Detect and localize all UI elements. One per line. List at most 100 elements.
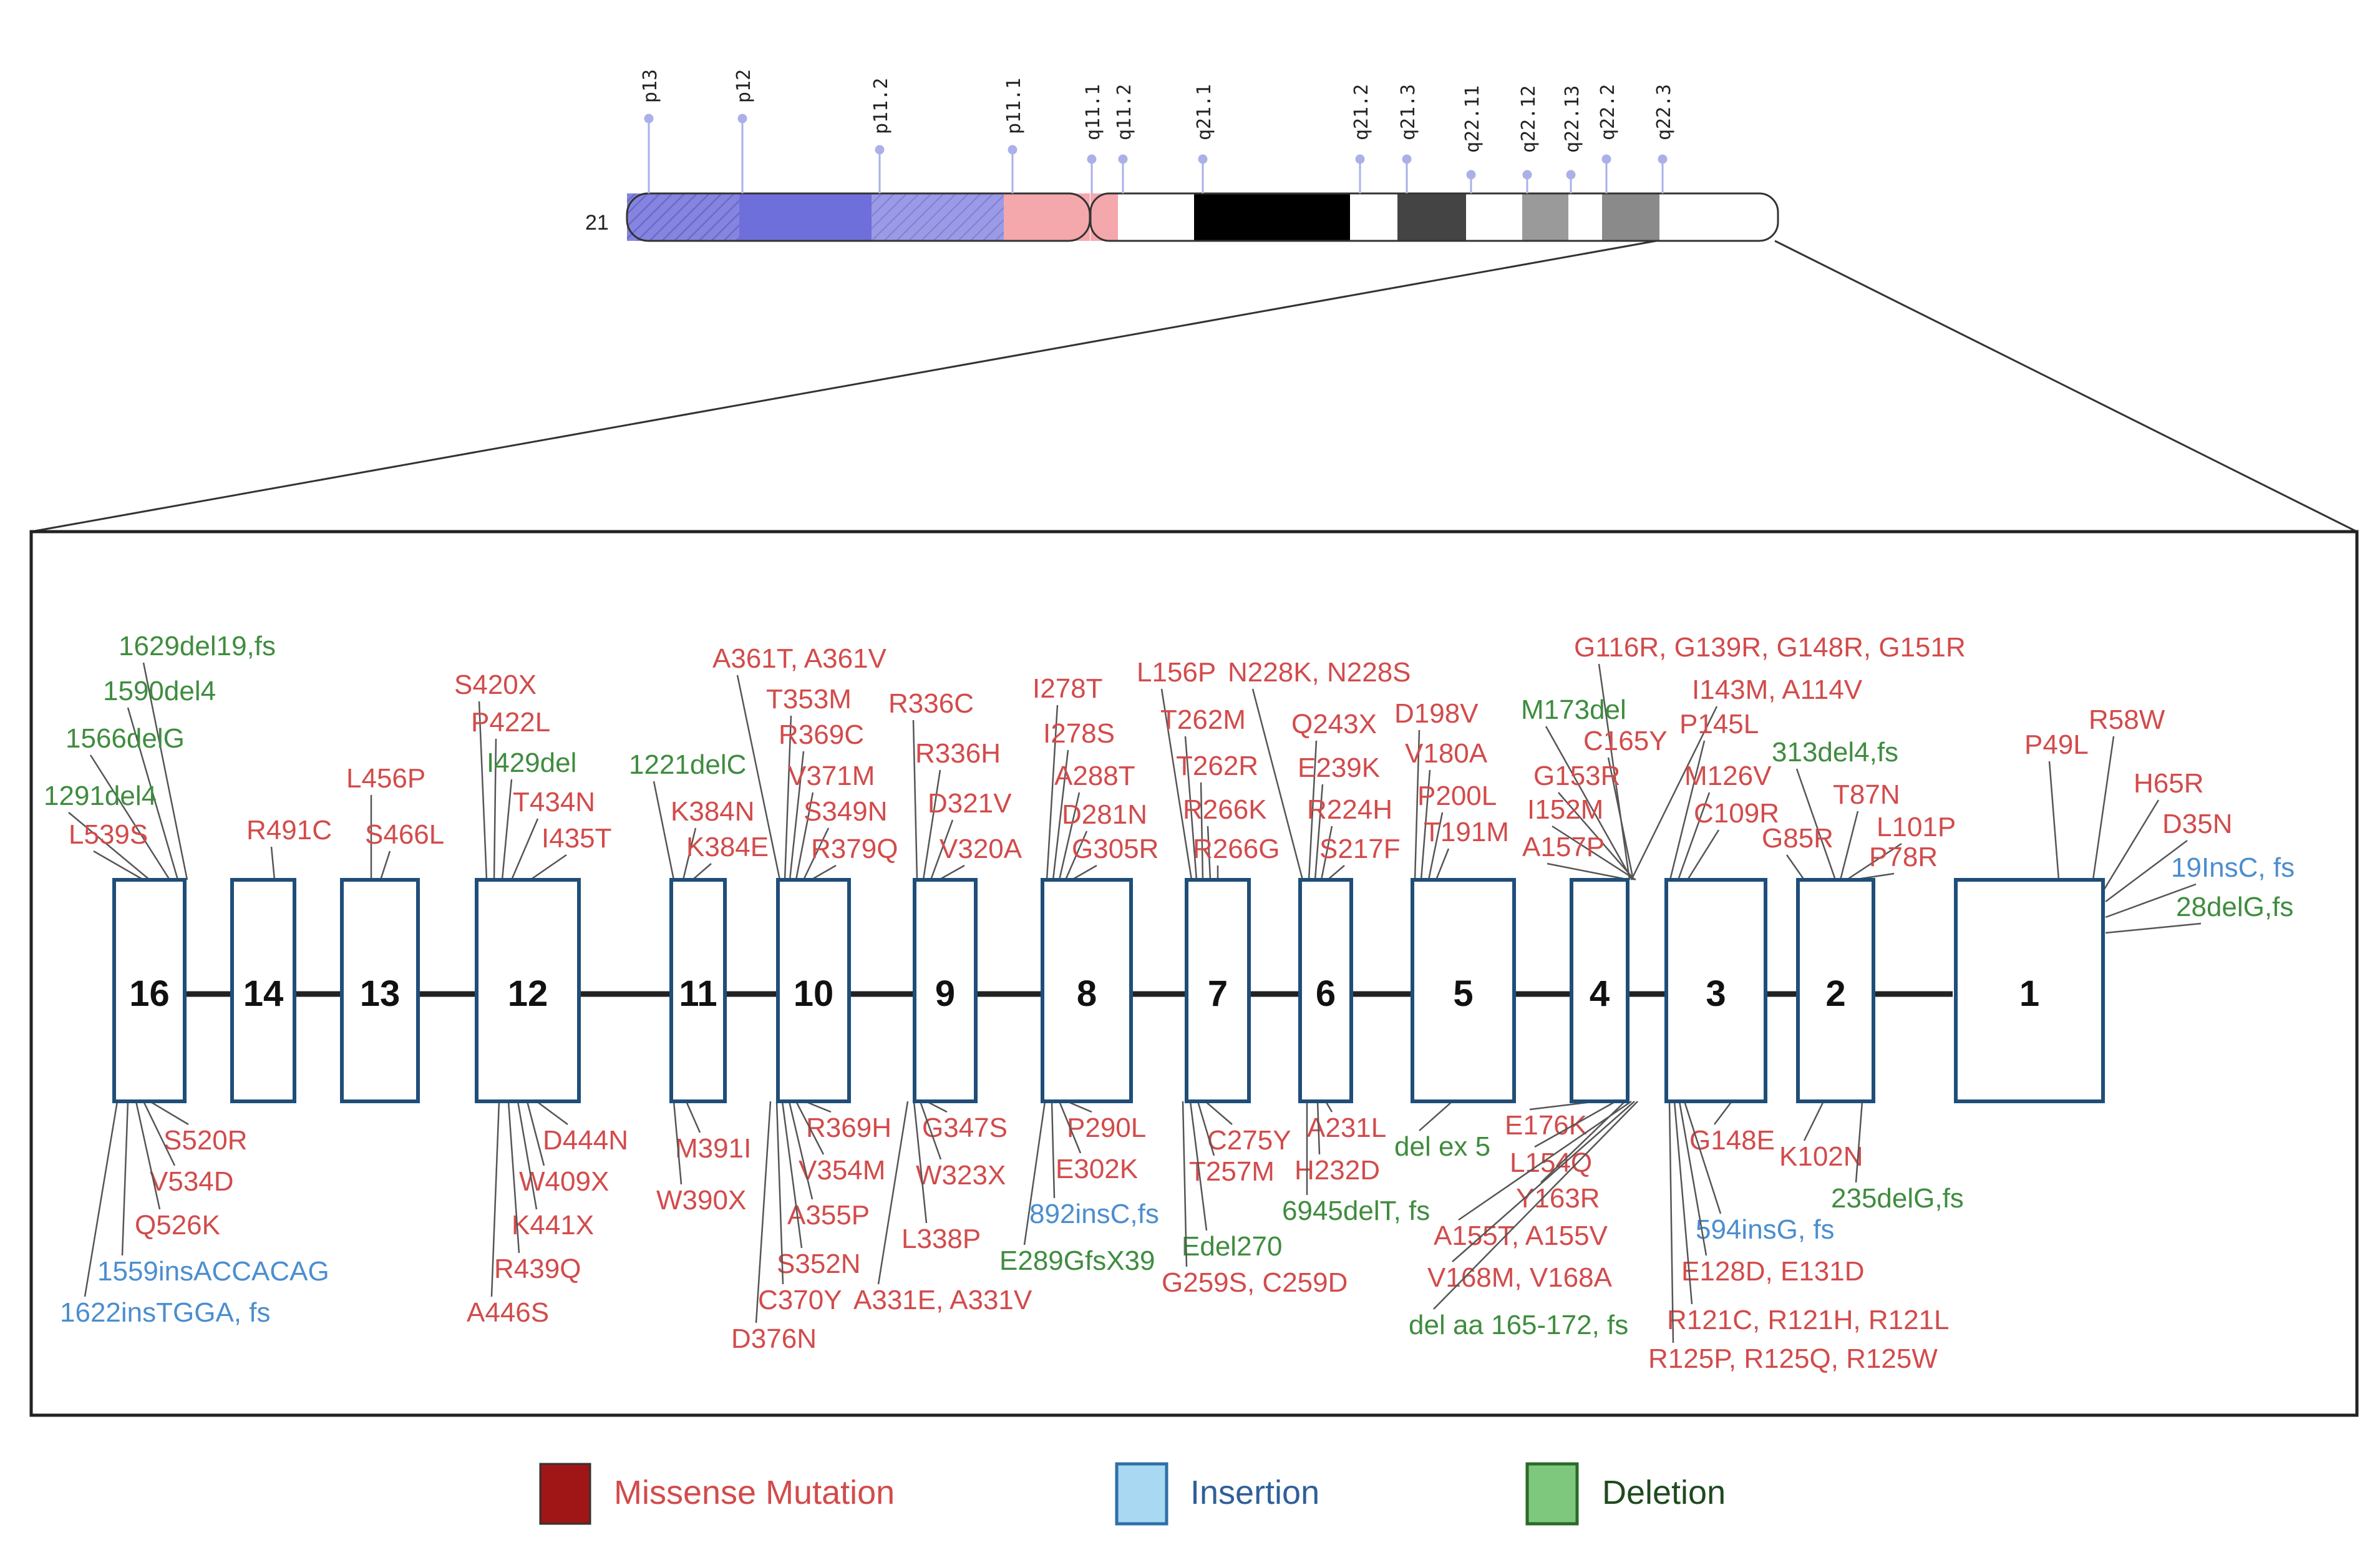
- callout-line: [135, 1101, 161, 1210]
- mutation-label: G153R: [1533, 761, 1620, 791]
- insertion-swatch: [1115, 1462, 1168, 1526]
- callout-line: [1433, 1101, 1638, 1310]
- callout-line: [1846, 842, 1902, 881]
- band-q21-3: [1397, 193, 1466, 241]
- mutation-label: T353M: [766, 684, 852, 714]
- callout-line: [1189, 1101, 1208, 1231]
- callout-line: [653, 781, 675, 880]
- exon-number: 5: [1453, 973, 1473, 1014]
- exon-number: 6: [1316, 973, 1336, 1014]
- mutation-label: A157P: [1522, 832, 1605, 862]
- callout-line: [788, 1101, 814, 1200]
- mutation-label: M173del: [1521, 695, 1626, 725]
- band-label: q11.2: [1114, 84, 1135, 140]
- band-label: q22.3: [1653, 84, 1675, 140]
- exon-box-8: [1041, 878, 1133, 1103]
- band-tick-p11-1: p11.1: [1003, 78, 1025, 193]
- band-tick-p12: p12: [733, 69, 755, 193]
- exon-number: 3: [1706, 973, 1726, 1014]
- mutation-label: T262M: [1160, 704, 1246, 735]
- callout-line: [493, 738, 497, 880]
- mutation-label: R491C: [246, 815, 332, 846]
- callout-line: [1855, 1101, 1863, 1183]
- band-label: p12: [733, 69, 755, 103]
- band-q22-2: [1602, 193, 1659, 241]
- band-tick-q11-2: q11.2: [1114, 84, 1135, 193]
- callout-line: [1785, 854, 1805, 880]
- band-tick-q22-12: q22.12: [1518, 85, 1540, 193]
- band-tick-q22-3: q22.3: [1653, 84, 1675, 193]
- exon-number: 9: [935, 973, 955, 1014]
- mutation-label: P422L: [471, 707, 550, 738]
- exon-boxes: 16 14 13 12 11 10 9 8 7 6 5 4 3 2 1: [112, 878, 2105, 1103]
- mutation-label: R224H: [1307, 794, 1392, 825]
- mutation-label: D444N: [543, 1125, 628, 1156]
- band-p13: [627, 193, 739, 241]
- mutation-callouts: 1629del19,fs 1590del4 1566delG 1291del4 L539…: [44, 631, 2295, 1374]
- band-label: q22.11: [1462, 85, 1484, 153]
- mutation-label: 594insG, fs: [1696, 1214, 1835, 1245]
- callout-line: [1314, 784, 1324, 880]
- mutation-label: L456P: [346, 763, 425, 794]
- callout-line: [1558, 792, 1635, 880]
- exon-box-7: [1185, 878, 1251, 1103]
- exon-number: 7: [1208, 973, 1228, 1014]
- mutation-label: D321V: [928, 788, 1012, 819]
- callout-line: [1051, 1101, 1056, 1199]
- exon-box-6: [1298, 878, 1353, 1103]
- callout-line: [692, 863, 712, 880]
- callout-line: [1673, 1101, 1693, 1305]
- mutation-label: W390X: [656, 1185, 746, 1216]
- mutation-label: L101P: [1877, 812, 1956, 842]
- band-p12: [739, 193, 872, 241]
- mutation-label: T87N: [1833, 779, 1900, 810]
- mutation-label: del aa 165-172, fs: [1409, 1310, 1628, 1340]
- mutation-label: Q243X: [1291, 709, 1377, 739]
- q-arm: [1089, 192, 1779, 242]
- callout-line: [1686, 829, 1720, 880]
- callout-line: [526, 1101, 545, 1166]
- exon-number: 2: [1825, 973, 1845, 1014]
- band-q21-2: [1350, 193, 1397, 241]
- callout-line: [1251, 688, 1304, 880]
- mutation-label: 1291del4: [44, 781, 157, 811]
- band-labels: p13 p12 p11.2 p11.1 q11.1 q11.2 q21.1 q2…: [639, 69, 1675, 193]
- mutation-label: R336C: [888, 688, 974, 719]
- callout-line: [919, 1101, 942, 1160]
- callout-line: [149, 1100, 189, 1126]
- callout-line: [1207, 826, 1212, 880]
- callout-line: [1545, 726, 1633, 880]
- band-q22-11: [1466, 193, 1522, 241]
- callout-line: [530, 854, 567, 881]
- missense-label: Missense Mutation: [614, 1474, 895, 1511]
- mutation-label: R58W: [2089, 704, 2165, 735]
- callout-line: [802, 827, 830, 880]
- callout-line: [1420, 769, 1431, 880]
- mutation-label: G116R, G139R, G148R, G151R: [1574, 632, 1966, 663]
- callout-line: [685, 1101, 701, 1133]
- callout-line: [784, 715, 792, 880]
- mutation-label: A355P: [787, 1200, 870, 1231]
- mutation-label: C275Y: [1207, 1125, 1291, 1156]
- mutation-label: V534D: [150, 1166, 234, 1197]
- missense-swatch: [539, 1463, 591, 1525]
- callout-line: [1308, 740, 1318, 880]
- band-q22-3: [1659, 193, 1778, 241]
- callout-line: [1452, 1101, 1635, 1262]
- mutation-label: A231L: [1307, 1113, 1386, 1143]
- mutation-label: Edel270: [1182, 1231, 1282, 1262]
- mutation-label: V180A: [1405, 738, 1488, 769]
- callout-line: [2105, 839, 2188, 903]
- mutation-label: I435T: [542, 823, 612, 854]
- mutation-label: I429del: [487, 748, 576, 778]
- mutation-label: E239K: [1298, 753, 1380, 783]
- mutation-label: C370Y: [758, 1285, 842, 1315]
- mutation-label: A155T, A155V: [1434, 1221, 1608, 1251]
- mutation-label: 1221delC: [629, 749, 746, 780]
- callout-line: [501, 779, 513, 880]
- band-tick-q21-3: q21.3: [1397, 84, 1419, 193]
- mutation-label: W409X: [519, 1166, 609, 1197]
- mutation-label: T434N: [513, 787, 595, 817]
- callout-line: [1023, 1101, 1046, 1245]
